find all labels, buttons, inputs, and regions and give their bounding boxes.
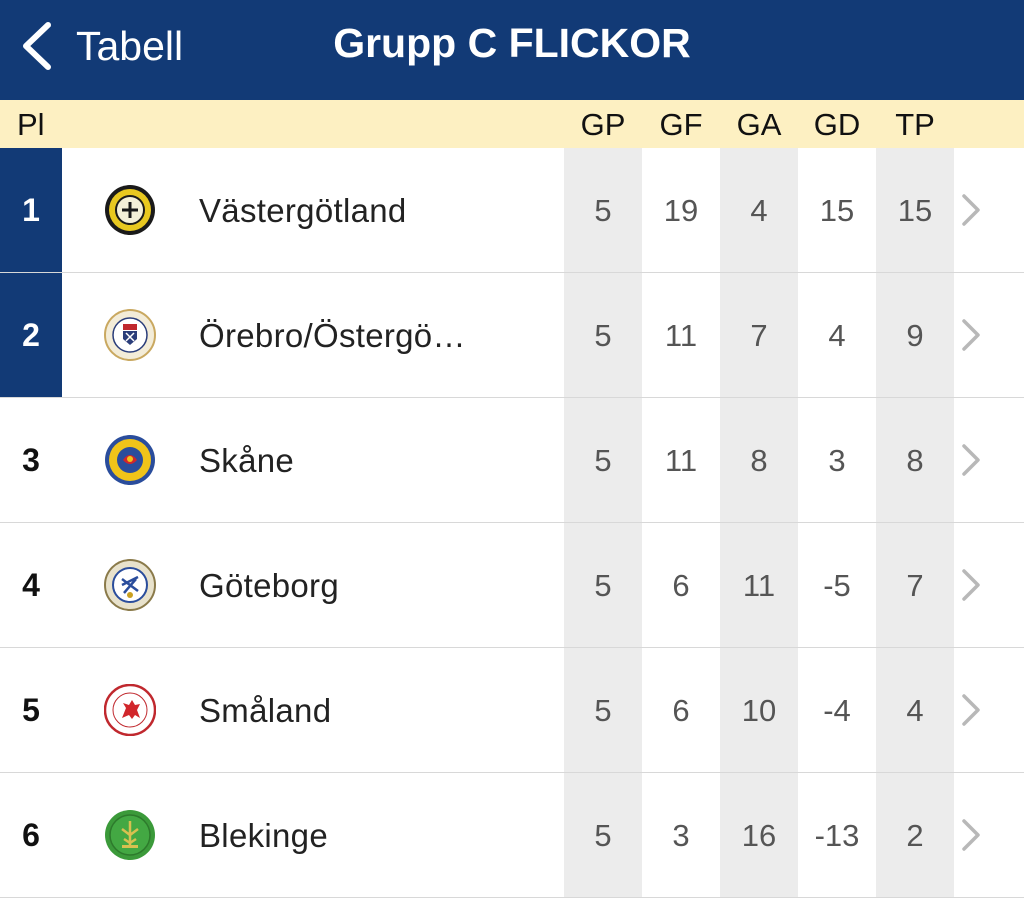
chevron-right-icon — [962, 819, 980, 851]
row-divider — [0, 772, 1024, 773]
stat-ga: 10 — [741, 693, 777, 728]
chevron-left-icon — [23, 22, 51, 70]
team-name: Skåne — [199, 442, 295, 479]
team-name: Örebro/Östergö… — [199, 317, 466, 354]
stat-gp: 5 — [594, 568, 612, 603]
stat-gf: 6 — [672, 693, 690, 728]
team-name: Blekinge — [199, 817, 328, 854]
stat-gd: -5 — [823, 568, 851, 603]
position-cell: 1 — [0, 148, 62, 273]
vastergotland-crest-icon — [104, 184, 156, 236]
stat-tp: 4 — [906, 693, 924, 728]
stat-gf: 19 — [663, 193, 699, 228]
table-header: Pl GP GF GA GD TP — [0, 100, 1024, 148]
stat-gp: 5 — [594, 318, 612, 353]
position-cell: 2 — [0, 273, 62, 398]
stat-ga: 4 — [750, 193, 768, 228]
stat-gf: 11 — [664, 318, 698, 353]
smaland-crest-icon — [103, 683, 157, 737]
position-cell: 3 — [22, 442, 40, 478]
position-cell: 6 — [22, 817, 40, 853]
back-button[interactable]: Tabell — [18, 18, 183, 74]
stat-tp: 9 — [906, 318, 924, 353]
stat-tp: 15 — [897, 193, 933, 228]
team-name: Småland — [199, 692, 332, 729]
row-divider — [0, 272, 1024, 273]
stat-ga: 7 — [750, 318, 768, 353]
stat-gd: 4 — [828, 318, 846, 353]
table-row[interactable]: 4 Göteborg 5 6 11 -5 7 — [0, 523, 1024, 648]
orebro-ostergotland-crest-icon — [104, 309, 156, 361]
row-divider — [0, 522, 1024, 523]
stat-gd: 3 — [828, 443, 846, 478]
row-divider — [0, 647, 1024, 648]
table-row[interactable]: 5 Småland 5 6 10 -4 4 — [0, 648, 1024, 773]
table-row[interactable]: 6 Blekinge 5 3 16 -13 2 — [0, 773, 1024, 898]
stat-gf: 3 — [672, 818, 690, 853]
stat-tp: 8 — [906, 443, 924, 478]
position-cell: 4 — [22, 567, 40, 603]
table-row[interactable]: 3 Skåne 5 11 8 3 8 — [0, 398, 1024, 523]
chevron-right-icon — [962, 569, 980, 601]
column-header-ga: GA — [736, 107, 782, 142]
table-row[interactable]: 1 Västergötland 5 19 4 15 15 — [0, 148, 1024, 273]
back-label: Tabell — [76, 22, 184, 69]
stat-gf: 6 — [672, 568, 690, 603]
column-header-gf: GF — [659, 107, 703, 142]
navbar: Tabell Grupp C FLICKOR — [0, 0, 1024, 100]
team-name: Göteborg — [199, 567, 339, 604]
row-divider — [0, 397, 1024, 398]
goteborg-crest-icon — [104, 559, 156, 611]
skane-crest-icon — [104, 434, 156, 486]
position-cell: 5 — [22, 692, 40, 728]
stat-gp: 5 — [594, 443, 612, 478]
page-title: Grupp C FLICKOR — [333, 20, 691, 66]
chevron-right-icon — [962, 194, 980, 226]
stat-gp: 5 — [594, 693, 612, 728]
column-header-pl: Pl — [17, 107, 45, 142]
column-header-tp: TP — [895, 107, 935, 142]
stat-gd: -4 — [823, 693, 851, 728]
column-header-gp: GP — [580, 107, 626, 142]
chevron-right-icon — [962, 319, 980, 351]
row-divider — [0, 897, 1024, 898]
stat-tp: 7 — [906, 568, 924, 603]
stat-ga: 16 — [741, 818, 777, 853]
chevron-right-icon — [962, 694, 980, 726]
stat-gp: 5 — [594, 818, 612, 853]
stat-ga: 8 — [750, 443, 768, 478]
stat-gf: 11 — [664, 443, 698, 478]
stat-gd: -13 — [814, 818, 860, 853]
column-header-gd: GD — [813, 107, 861, 142]
stat-tp: 2 — [906, 818, 924, 853]
stat-gd: 15 — [819, 193, 855, 228]
table-row[interactable]: 2 Örebro/Östergö… 5 11 7 4 9 — [0, 273, 1024, 398]
chevron-right-icon — [962, 444, 980, 476]
team-name: Västergötland — [199, 192, 407, 229]
stat-gp: 5 — [594, 193, 612, 228]
blekinge-crest-icon — [104, 809, 156, 861]
stat-ga: 11 — [742, 568, 776, 603]
